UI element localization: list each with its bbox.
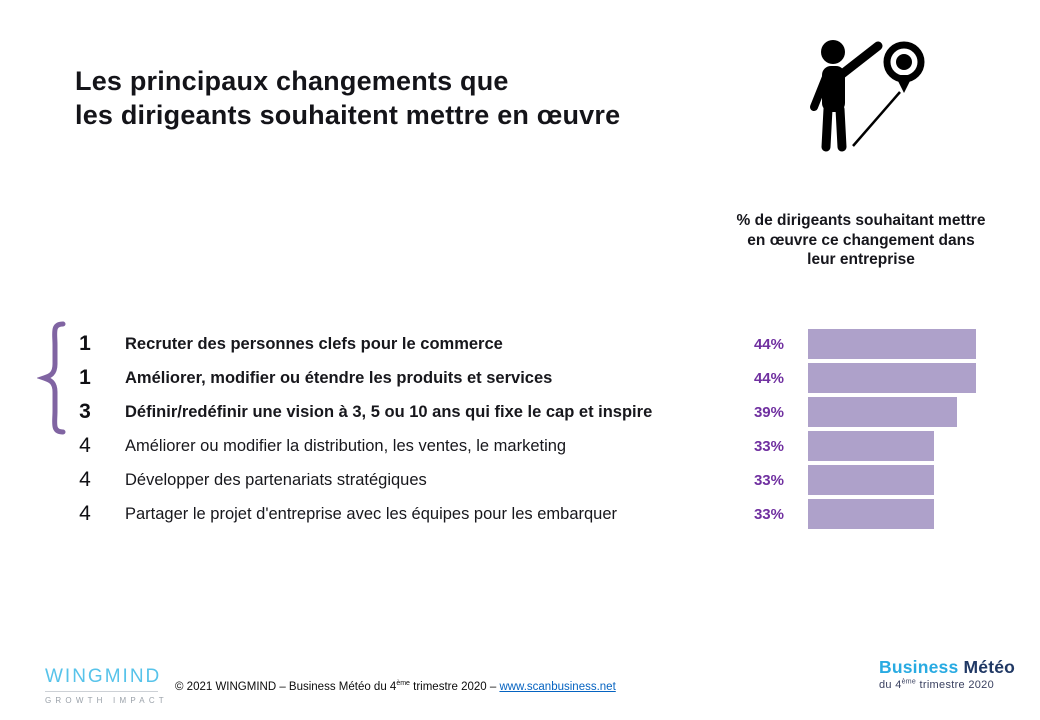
- brand-part-meteo: Météo: [958, 657, 1016, 677]
- business-meteo-logo: Business Météo du 4ème trimestre 2020: [879, 657, 1015, 691]
- rank-number: 1: [79, 332, 91, 355]
- chart-header-line1: % de dirigeants souhaitant mettre: [736, 212, 986, 229]
- wingmind-logo-name: WINGMIND: [45, 666, 162, 687]
- table-row: 4 Développer des partenariats stratégiqu…: [0, 463, 1040, 497]
- logo-divider: [45, 691, 158, 692]
- ranked-change-list: 1 Recruter des personnes clefs pour le c…: [0, 327, 1040, 531]
- change-label: Partager le projet d'entreprise avec les…: [125, 504, 618, 523]
- change-label: Améliorer, modifier ou étendre les produ…: [125, 368, 553, 387]
- copyright-text: © 2021 WINGMIND – Business Météo du 4: [175, 681, 397, 693]
- bar: [808, 465, 935, 495]
- change-label: Recruter des personnes clefs pour le com…: [125, 334, 503, 353]
- chart-header-line3: leur entreprise: [807, 251, 915, 268]
- percentage-value: 39%: [753, 403, 784, 421]
- rank-number: 4: [79, 468, 91, 491]
- bar: [808, 329, 977, 359]
- rank-number: 4: [79, 434, 91, 457]
- wingmind-logo-tagline: GROWTH IMPACT: [45, 696, 168, 705]
- percentage-value: 44%: [753, 369, 784, 387]
- curly-brace-icon: [36, 321, 67, 435]
- copyright-line: © 2021 WINGMIND – Business Météo du 4ème…: [175, 680, 616, 693]
- rank-number: 4: [79, 502, 91, 525]
- rank-number: 3: [79, 400, 91, 423]
- table-row: 1 Améliorer, modifier ou étendre les pro…: [0, 361, 1040, 395]
- bar: [808, 397, 957, 427]
- change-label: Améliorer ou modifier la distribution, l…: [125, 436, 567, 455]
- chart-header-line2: en œuvre ce changement dans: [747, 231, 975, 249]
- page-title-line1: Les principaux changements que: [75, 66, 509, 96]
- business-meteo-subtitle: du 4ème trimestre 2020: [879, 678, 1015, 691]
- person-location-pin-icon: [797, 33, 942, 165]
- change-label: Définir/redéfinir une vision à 3, 5 ou 1…: [125, 402, 653, 421]
- subtitle-text-suffix: trimestre 2020: [916, 679, 995, 691]
- percentage-value: 33%: [753, 437, 784, 455]
- table-row: 4 Partager le projet d'entreprise avec l…: [0, 497, 1040, 531]
- table-row: 4 Améliorer ou modifier la distribution,…: [0, 429, 1040, 463]
- brand-part-business: Business: [879, 657, 959, 677]
- page-title: Les principaux changements que les dirig…: [75, 64, 620, 132]
- bar: [808, 363, 977, 393]
- copyright-superscript: ème: [396, 680, 410, 688]
- rank-number: 1: [79, 366, 91, 389]
- wingmind-logo: WINGMIND GROWTH IMPACT: [45, 666, 165, 705]
- chart-column-header: % de dirigeants souhaitant mettre en œuv…: [698, 211, 1024, 270]
- page-title-line2: les dirigeants souhaitent mettre en œuvr…: [75, 100, 621, 130]
- percentage-value: 33%: [753, 505, 784, 523]
- scanbusiness-link[interactable]: www.scanbusiness.net: [499, 681, 616, 693]
- business-meteo-brand: Business Météo: [879, 657, 1015, 678]
- table-row: 3 Définir/redéfinir une vision à 3, 5 ou…: [0, 395, 1040, 429]
- percentage-value: 33%: [753, 471, 784, 489]
- copyright-text-middle: trimestre 2020 –: [409, 681, 500, 693]
- percentage-value: 44%: [753, 335, 784, 353]
- change-label: Développer des partenariats stratégiques: [125, 470, 427, 489]
- subtitle-superscript: ème: [901, 678, 917, 686]
- bar: [808, 431, 935, 461]
- bar: [808, 499, 935, 529]
- subtitle-text: du 4: [879, 679, 902, 691]
- table-row: 1 Recruter des personnes clefs pour le c…: [0, 327, 1040, 361]
